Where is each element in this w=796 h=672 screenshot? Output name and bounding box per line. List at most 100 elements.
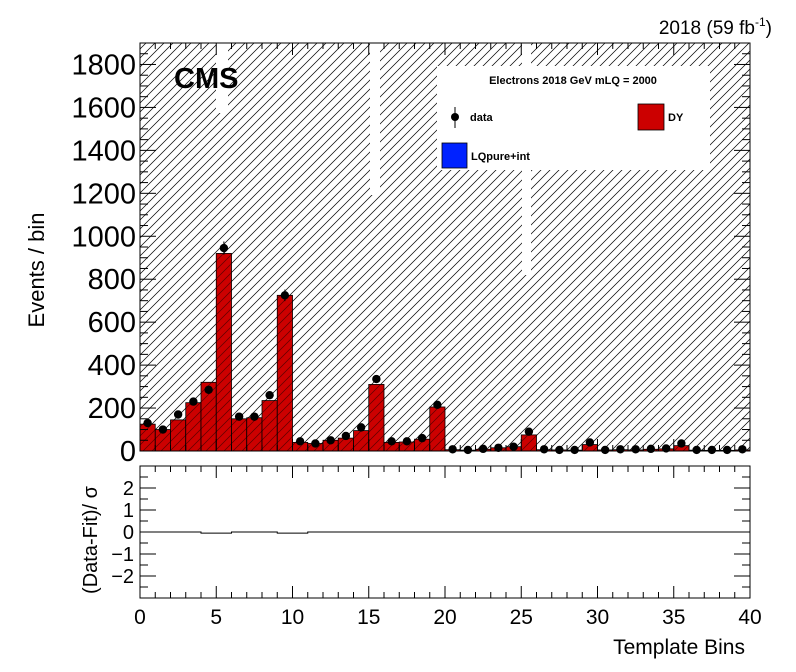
data-point bbox=[463, 445, 473, 455]
data-point bbox=[677, 439, 686, 448]
data-point bbox=[631, 445, 640, 454]
y-tick-label: 1000 bbox=[71, 221, 136, 253]
dy-bar-hatch bbox=[521, 434, 537, 451]
x-tick-label: 35 bbox=[662, 606, 685, 629]
legend-label-dy: DY bbox=[668, 112, 684, 124]
x-tick-label: 25 bbox=[510, 606, 533, 629]
dy-bar-hatch bbox=[170, 419, 186, 451]
x-tick-label: 10 bbox=[281, 606, 304, 629]
data-point bbox=[494, 443, 503, 452]
data-point bbox=[372, 374, 381, 384]
main-x-ticks bbox=[139, 43, 751, 451]
data-point bbox=[280, 291, 290, 300]
y-tick-label: 400 bbox=[88, 350, 136, 382]
x-tick-label: 0 bbox=[134, 606, 146, 629]
y-tick-label: 1400 bbox=[71, 135, 136, 167]
dy-bar-hatch bbox=[368, 384, 384, 451]
data-point bbox=[143, 418, 152, 428]
pull-step-line bbox=[140, 531, 750, 534]
data-point bbox=[250, 412, 259, 421]
y-tick-label: 0 bbox=[120, 436, 136, 468]
cms-label: CMS bbox=[174, 63, 238, 95]
dy-bar-hatch bbox=[216, 253, 232, 451]
dy-bar-hatch bbox=[155, 429, 171, 451]
data-point bbox=[738, 445, 747, 454]
dy-bar-hatch bbox=[246, 417, 262, 451]
data-point bbox=[234, 412, 244, 421]
y-tick-label: 1800 bbox=[71, 49, 136, 81]
x-tick-label: 40 bbox=[738, 606, 761, 629]
legend-title: Electrons 2018 GeV mLQ = 2000 bbox=[489, 75, 657, 87]
data-point bbox=[478, 444, 488, 454]
data-point bbox=[204, 385, 213, 394]
ratio-x-axis: 0 5 10 15 20 25 30 35 40 bbox=[134, 466, 762, 629]
dy-bar-hatch bbox=[414, 439, 430, 451]
dy-histogram bbox=[139, 253, 751, 452]
dy-bar-hatch bbox=[277, 295, 293, 451]
legend-entry-data: data bbox=[451, 107, 494, 128]
data-point bbox=[448, 445, 457, 454]
dy-bar-hatch bbox=[353, 430, 369, 451]
data-point bbox=[265, 390, 274, 400]
dy-bar-hatch bbox=[185, 402, 201, 451]
legend-label-lq: LQpure+int bbox=[471, 151, 530, 163]
data-point bbox=[311, 439, 320, 448]
data-point bbox=[219, 243, 229, 253]
legend-entry-dy: DY bbox=[637, 103, 684, 131]
dy-bar-hatch bbox=[201, 382, 217, 451]
data-point bbox=[722, 445, 732, 455]
data-point bbox=[707, 445, 717, 455]
data-points bbox=[143, 241, 747, 455]
ratio-y-tick-label: 2 bbox=[123, 478, 134, 500]
legend-label-data: data bbox=[470, 112, 494, 124]
dy-bar-hatch bbox=[338, 438, 354, 451]
dy-bar-hatch bbox=[673, 445, 689, 451]
y-tick-label: 800 bbox=[88, 264, 136, 296]
data-point bbox=[555, 445, 564, 455]
dy-bar-hatch bbox=[384, 442, 400, 451]
legend-box bbox=[437, 66, 710, 170]
data-point bbox=[295, 437, 305, 446]
dy-bar-hatch bbox=[582, 444, 598, 451]
pull-series bbox=[140, 531, 750, 534]
data-point bbox=[616, 445, 625, 454]
data-point bbox=[417, 433, 427, 443]
ratio-y-tick-label: 1 bbox=[123, 500, 134, 522]
main-y-axis-label: Events / bin bbox=[24, 213, 49, 328]
data-point bbox=[600, 445, 610, 455]
main-y-axis: 0 200 400 600 800 1000 1200 1400 1600 1800 bbox=[71, 42, 750, 468]
data-point bbox=[646, 444, 656, 454]
dy-bar-hatch bbox=[429, 406, 445, 451]
x-tick-label: 20 bbox=[433, 606, 456, 629]
data-point bbox=[585, 438, 595, 447]
data-point bbox=[387, 437, 396, 446]
dy-bar-hatch bbox=[231, 418, 247, 451]
lumi-label: 2018 (59 fb-1) bbox=[659, 15, 772, 39]
dy-bar-hatch bbox=[292, 442, 308, 451]
hatch-gap bbox=[370, 43, 380, 195]
x-tick-label: 15 bbox=[357, 606, 380, 629]
data-point bbox=[539, 445, 549, 454]
data-point bbox=[402, 437, 412, 446]
legend: Electrons 2018 GeV mLQ = 2000 data DY LQ… bbox=[437, 66, 710, 170]
data-point bbox=[341, 431, 351, 441]
data-point bbox=[158, 425, 168, 434]
y-tick-label: 1600 bbox=[71, 92, 136, 124]
data-point bbox=[570, 445, 579, 455]
ratio-y-axis-label: (Data-Fit)/ σ bbox=[80, 485, 102, 594]
hatch-gap bbox=[216, 43, 228, 113]
legend-entry-lq: LQpure+int bbox=[441, 142, 530, 169]
dy-bar-hatch bbox=[399, 441, 415, 451]
dy-bar-hatch bbox=[262, 400, 278, 451]
data-point bbox=[509, 442, 518, 451]
y-tick-label: 200 bbox=[88, 393, 136, 425]
data-point bbox=[692, 445, 701, 455]
ratio-y-tick-label: 0 bbox=[123, 522, 134, 544]
dy-bar-hatch bbox=[140, 424, 156, 451]
data-point bbox=[433, 400, 442, 410]
data-point bbox=[173, 410, 183, 419]
ratio-y-tick-label: −1 bbox=[111, 544, 134, 566]
